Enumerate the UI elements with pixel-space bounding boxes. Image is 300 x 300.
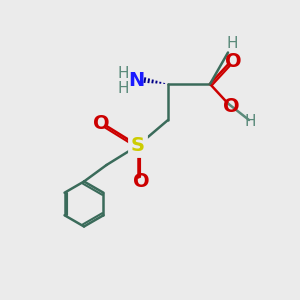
Text: O: O (133, 172, 149, 191)
Text: H: H (117, 81, 129, 96)
Text: N: N (128, 71, 145, 91)
Text: O: O (225, 52, 242, 71)
Text: H: H (227, 36, 238, 51)
Text: H: H (117, 66, 129, 81)
Text: S: S (131, 136, 145, 155)
Text: H: H (245, 114, 256, 129)
Text: O: O (223, 97, 239, 116)
Text: O: O (93, 114, 110, 133)
